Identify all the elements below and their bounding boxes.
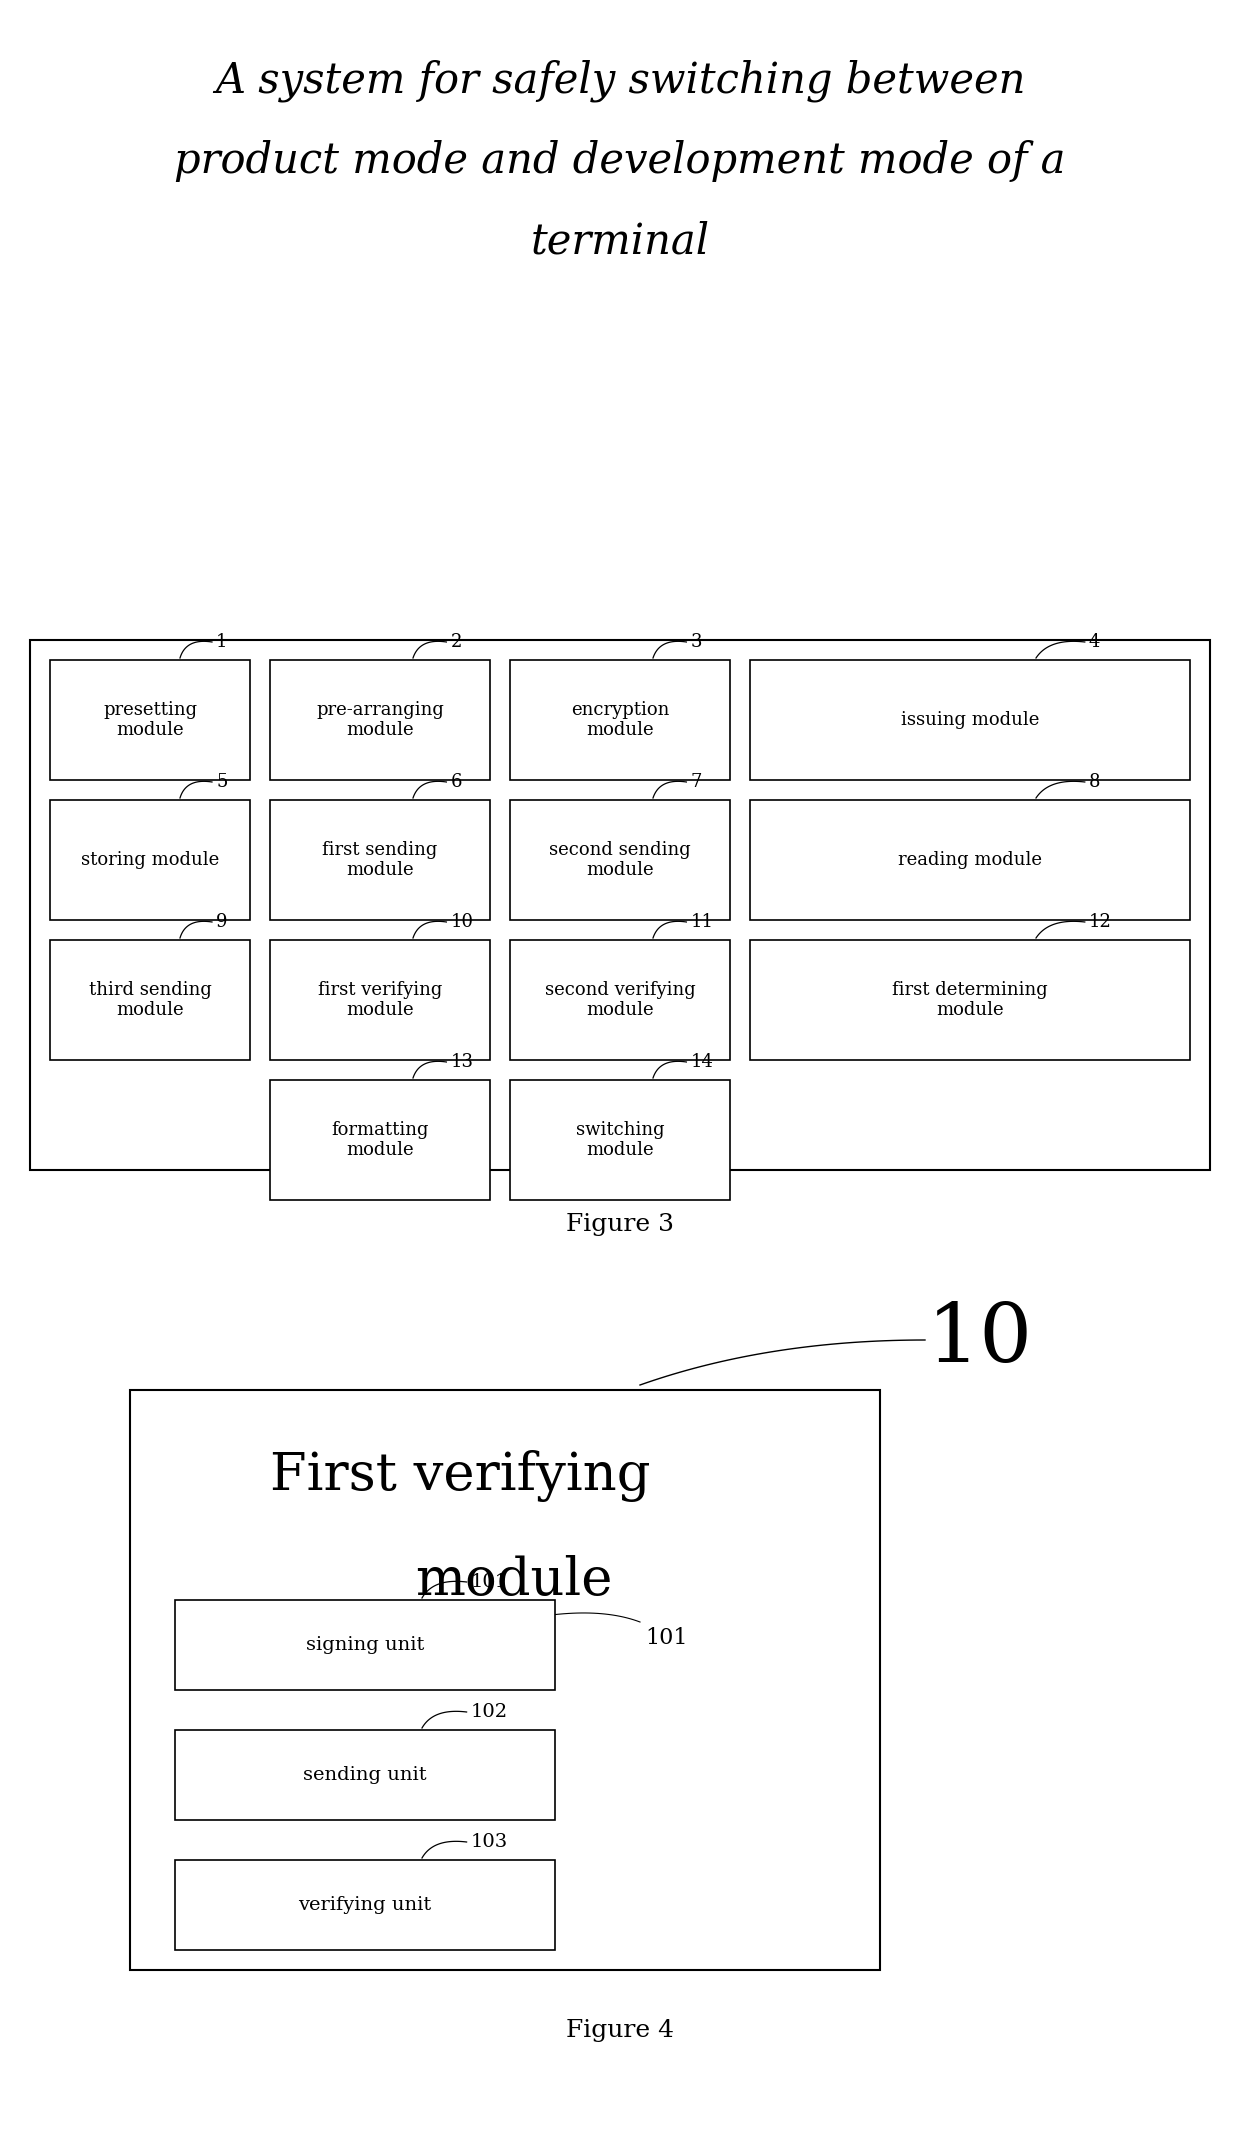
Text: third sending
module: third sending module	[88, 981, 212, 1020]
Text: reading module: reading module	[898, 851, 1042, 868]
Text: second sending
module: second sending module	[549, 840, 691, 879]
Text: Figure 4: Figure 4	[565, 2018, 675, 2041]
FancyBboxPatch shape	[510, 941, 730, 1060]
Text: formatting
module: formatting module	[331, 1120, 429, 1160]
Text: 14: 14	[691, 1054, 713, 1071]
Text: first sending
module: first sending module	[322, 840, 438, 879]
FancyBboxPatch shape	[750, 659, 1190, 781]
Text: 2: 2	[450, 634, 461, 651]
Text: first verifying
module: first verifying module	[317, 981, 443, 1020]
Text: product mode and development mode of a: product mode and development mode of a	[175, 141, 1065, 181]
Text: 13: 13	[450, 1054, 474, 1071]
Text: switching
module: switching module	[575, 1120, 665, 1160]
Text: 4: 4	[1089, 634, 1100, 651]
Text: 12: 12	[1089, 913, 1112, 930]
Text: 102: 102	[471, 1702, 507, 1721]
FancyBboxPatch shape	[50, 800, 250, 919]
FancyBboxPatch shape	[30, 640, 1210, 1171]
Text: 6: 6	[450, 772, 461, 791]
FancyBboxPatch shape	[175, 1860, 556, 1950]
FancyBboxPatch shape	[750, 800, 1190, 919]
Text: first determining
module: first determining module	[892, 981, 1048, 1020]
Text: Figure 3: Figure 3	[565, 1214, 675, 1237]
Text: 11: 11	[691, 913, 713, 930]
FancyBboxPatch shape	[270, 941, 490, 1060]
FancyBboxPatch shape	[270, 659, 490, 781]
Text: 10: 10	[928, 1299, 1033, 1380]
FancyBboxPatch shape	[130, 1391, 880, 1971]
Text: 101: 101	[645, 1627, 687, 1649]
FancyBboxPatch shape	[270, 1079, 490, 1201]
Text: A system for safely switching between: A system for safely switching between	[215, 60, 1025, 102]
Text: 101: 101	[471, 1572, 507, 1591]
FancyBboxPatch shape	[510, 800, 730, 919]
FancyBboxPatch shape	[175, 1600, 556, 1689]
Text: 3: 3	[691, 634, 702, 651]
Text: First verifying: First verifying	[270, 1450, 650, 1502]
FancyBboxPatch shape	[50, 659, 250, 781]
Text: module: module	[415, 1555, 613, 1606]
Text: issuing module: issuing module	[900, 710, 1039, 729]
FancyBboxPatch shape	[175, 1730, 556, 1819]
FancyBboxPatch shape	[750, 941, 1190, 1060]
Text: encryption
module: encryption module	[570, 700, 670, 740]
FancyBboxPatch shape	[50, 941, 250, 1060]
Text: 9: 9	[216, 913, 227, 930]
Text: verifying unit: verifying unit	[299, 1896, 432, 1913]
Text: storing module: storing module	[81, 851, 219, 868]
Text: signing unit: signing unit	[306, 1636, 424, 1653]
Text: 10: 10	[450, 913, 474, 930]
Text: 7: 7	[691, 772, 702, 791]
Text: sending unit: sending unit	[304, 1766, 427, 1783]
Text: 103: 103	[471, 1832, 508, 1851]
Text: presetting
module: presetting module	[103, 700, 197, 740]
Text: terminal: terminal	[531, 220, 709, 262]
Text: 5: 5	[216, 772, 227, 791]
FancyBboxPatch shape	[270, 800, 490, 919]
Text: second verifying
module: second verifying module	[544, 981, 696, 1020]
FancyBboxPatch shape	[510, 1079, 730, 1201]
Text: 1: 1	[216, 634, 227, 651]
Text: 8: 8	[1089, 772, 1100, 791]
Text: pre-arranging
module: pre-arranging module	[316, 700, 444, 740]
FancyBboxPatch shape	[510, 659, 730, 781]
